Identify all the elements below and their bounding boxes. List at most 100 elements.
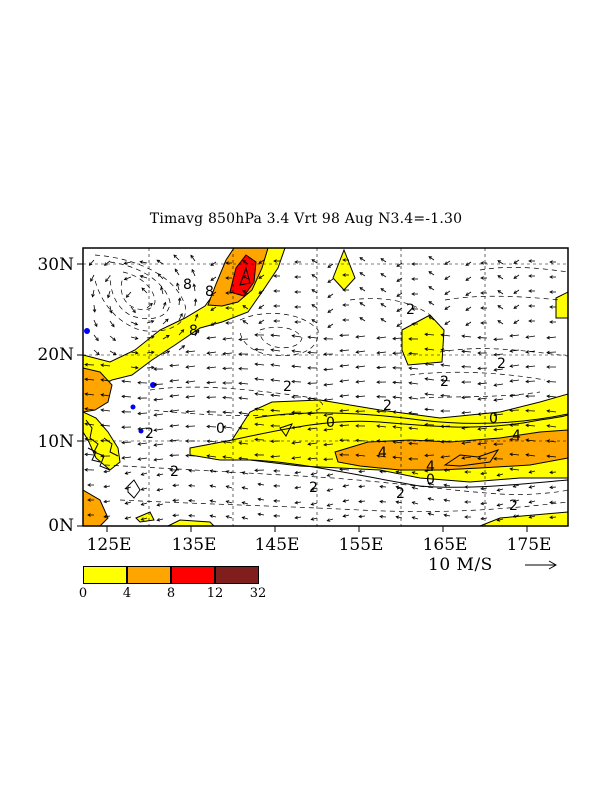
wind-vector-head (461, 364, 465, 369)
wind-vector (146, 320, 154, 324)
wind-vector (493, 428, 504, 431)
wind-vector-head (291, 395, 295, 399)
wind-vector (207, 366, 217, 369)
wind-vector-head (323, 383, 327, 387)
wind-vector (327, 308, 334, 313)
wind-vector (343, 499, 350, 502)
wind-vector (292, 456, 302, 459)
wind-vector (396, 322, 403, 327)
wind-vector-head (270, 378, 275, 382)
wind-vector-head (137, 442, 142, 446)
wind-vector (122, 456, 132, 459)
wind-vector-head (238, 411, 243, 415)
wind-vector (481, 487, 488, 490)
wind-vector-head (376, 365, 380, 370)
wind-vector-head (238, 456, 242, 461)
wind-vector-head (165, 318, 169, 323)
wind-vector (525, 380, 536, 383)
wind-vector-head (206, 351, 211, 355)
wind-vector (255, 408, 265, 411)
wind-vector (162, 318, 169, 325)
wind-vector-head (376, 380, 380, 384)
wind-vector (210, 276, 217, 281)
wind-vector (226, 515, 233, 519)
wind-vector (461, 396, 472, 399)
wind-vector-head (497, 320, 502, 324)
wind-vector (85, 423, 95, 426)
wind-vector (441, 349, 451, 352)
wind-vector (408, 353, 419, 355)
wind-vector-head (310, 472, 315, 476)
wind-vector (170, 394, 180, 397)
wind-vector (380, 318, 387, 323)
wind-vector (210, 500, 217, 503)
wind-vector-head (273, 514, 277, 518)
wind-vector (358, 500, 366, 503)
wind-vector-head (222, 381, 226, 385)
contour-label: 8 (189, 323, 198, 339)
wind-vector-head (424, 362, 429, 366)
wind-vector (425, 378, 435, 381)
wind-vector-head (121, 440, 125, 445)
wind-vector-head (140, 502, 145, 506)
contour-label: 2 (309, 480, 318, 496)
wind-vector-head (496, 518, 501, 522)
wind-vector (258, 513, 265, 516)
wind-vector-head (549, 320, 553, 324)
wind-vector (549, 516, 557, 518)
wind-vector-head (109, 309, 113, 314)
wind-vector (444, 499, 451, 502)
wind-vector-head (190, 254, 194, 259)
wind-vector-head (172, 513, 176, 518)
wind-vector (307, 351, 318, 354)
contour-label: 0 (326, 415, 335, 431)
wind-vector-head (254, 437, 258, 442)
wind-vector-head (153, 382, 157, 387)
contour-label: 2 (396, 486, 405, 502)
wind-vector (186, 350, 196, 353)
wind-vector-head (121, 456, 126, 460)
wind-vector-head (326, 473, 331, 477)
wind-vector (270, 409, 281, 412)
wind-vector-head (339, 438, 343, 442)
wind-vector (425, 393, 435, 396)
wind-vector-head (480, 471, 485, 476)
wind-vector (462, 441, 472, 444)
wind-vector (377, 425, 387, 428)
wind-vector (101, 409, 111, 412)
wind-vector-head (209, 514, 214, 518)
wind-vector-head (424, 332, 428, 337)
wind-vector-head (408, 411, 413, 415)
wind-vector (513, 319, 520, 324)
wind-vector-head (376, 350, 380, 355)
wind-vector-head (156, 488, 161, 492)
wind-vector (271, 394, 281, 397)
wind-vector (380, 288, 387, 293)
wind-vector-head (380, 318, 385, 322)
wind-vector (526, 335, 536, 338)
wind-vector-head (307, 335, 311, 340)
wind-vector (549, 501, 557, 503)
wind-vector-head (242, 320, 247, 324)
wind-vector (462, 426, 472, 429)
wind-vector (101, 424, 111, 427)
wind-vector-head (424, 407, 428, 412)
wind-vector-head (307, 350, 311, 355)
wind-vector-head (379, 484, 383, 489)
wind-vector (194, 329, 200, 337)
wind-vector-head (444, 261, 449, 265)
shaded-region-south-central (167, 519, 215, 526)
wind-vector (308, 412, 318, 415)
wind-vector-head (225, 291, 229, 295)
wind-vector (255, 378, 265, 381)
wind-vector (124, 276, 132, 280)
wind-vector-head (273, 469, 277, 473)
wind-vector (239, 427, 249, 430)
wind-vector-head (355, 438, 359, 443)
contour-label: 0 (216, 421, 225, 437)
wind-vector-head (327, 294, 332, 298)
wind-vector (271, 334, 281, 337)
wind-vector (238, 338, 249, 340)
wind-vector-head (310, 502, 315, 506)
wind-vector-head (509, 467, 514, 471)
